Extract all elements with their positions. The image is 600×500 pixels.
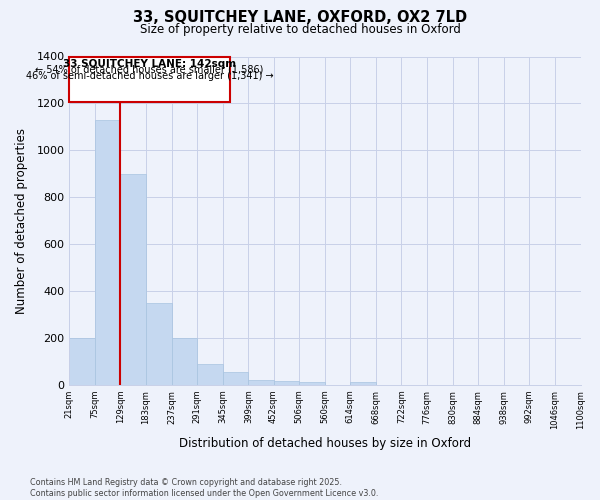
- Bar: [248, 380, 274, 385]
- Bar: [172, 338, 197, 385]
- Y-axis label: Number of detached properties: Number of detached properties: [15, 128, 28, 314]
- Text: 46% of semi-detached houses are larger (1,341) →: 46% of semi-detached houses are larger (…: [26, 70, 274, 81]
- Text: 33, SQUITCHEY LANE, OXFORD, OX2 7LD: 33, SQUITCHEY LANE, OXFORD, OX2 7LD: [133, 10, 467, 25]
- Bar: [274, 382, 299, 385]
- Bar: [197, 364, 223, 385]
- Bar: [299, 382, 325, 385]
- Bar: [121, 174, 146, 385]
- Bar: [146, 302, 172, 385]
- Bar: [70, 338, 95, 385]
- Text: 33 SQUITCHEY LANE: 142sqm: 33 SQUITCHEY LANE: 142sqm: [63, 59, 236, 69]
- Bar: [95, 120, 121, 385]
- FancyBboxPatch shape: [70, 56, 230, 102]
- X-axis label: Distribution of detached houses by size in Oxford: Distribution of detached houses by size …: [179, 437, 471, 450]
- Text: ← 54% of detached houses are smaller (1,586): ← 54% of detached houses are smaller (1,…: [35, 64, 264, 74]
- Bar: [350, 382, 376, 385]
- Bar: [223, 372, 248, 385]
- Text: Contains HM Land Registry data © Crown copyright and database right 2025.
Contai: Contains HM Land Registry data © Crown c…: [30, 478, 379, 498]
- Text: Size of property relative to detached houses in Oxford: Size of property relative to detached ho…: [140, 22, 460, 36]
